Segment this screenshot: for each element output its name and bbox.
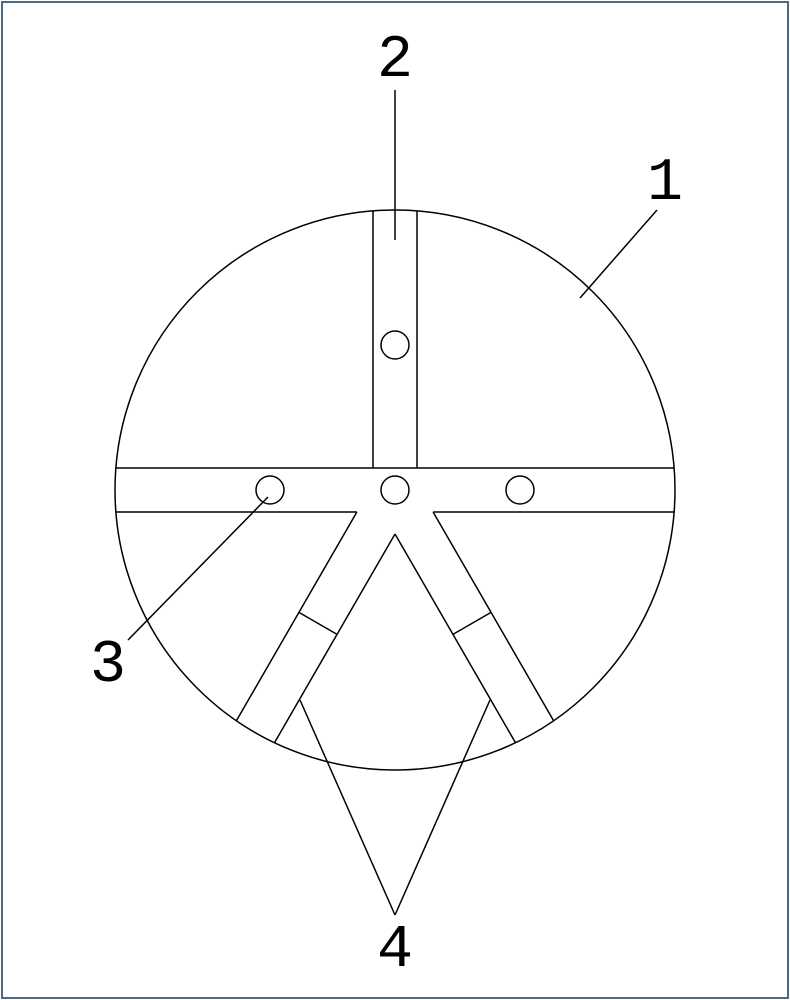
outer-circle — [115, 210, 675, 770]
hole-top — [381, 331, 409, 359]
label-2: 2 — [377, 27, 413, 95]
technical-diagram: 1 2 3 4 — [0, 0, 790, 1000]
label-1: 1 — [647, 150, 683, 218]
label-4: 4 — [377, 917, 413, 985]
hole-center — [381, 476, 409, 504]
label-3: 3 — [90, 632, 126, 700]
hole-left — [256, 476, 284, 504]
hole-right — [506, 476, 534, 504]
